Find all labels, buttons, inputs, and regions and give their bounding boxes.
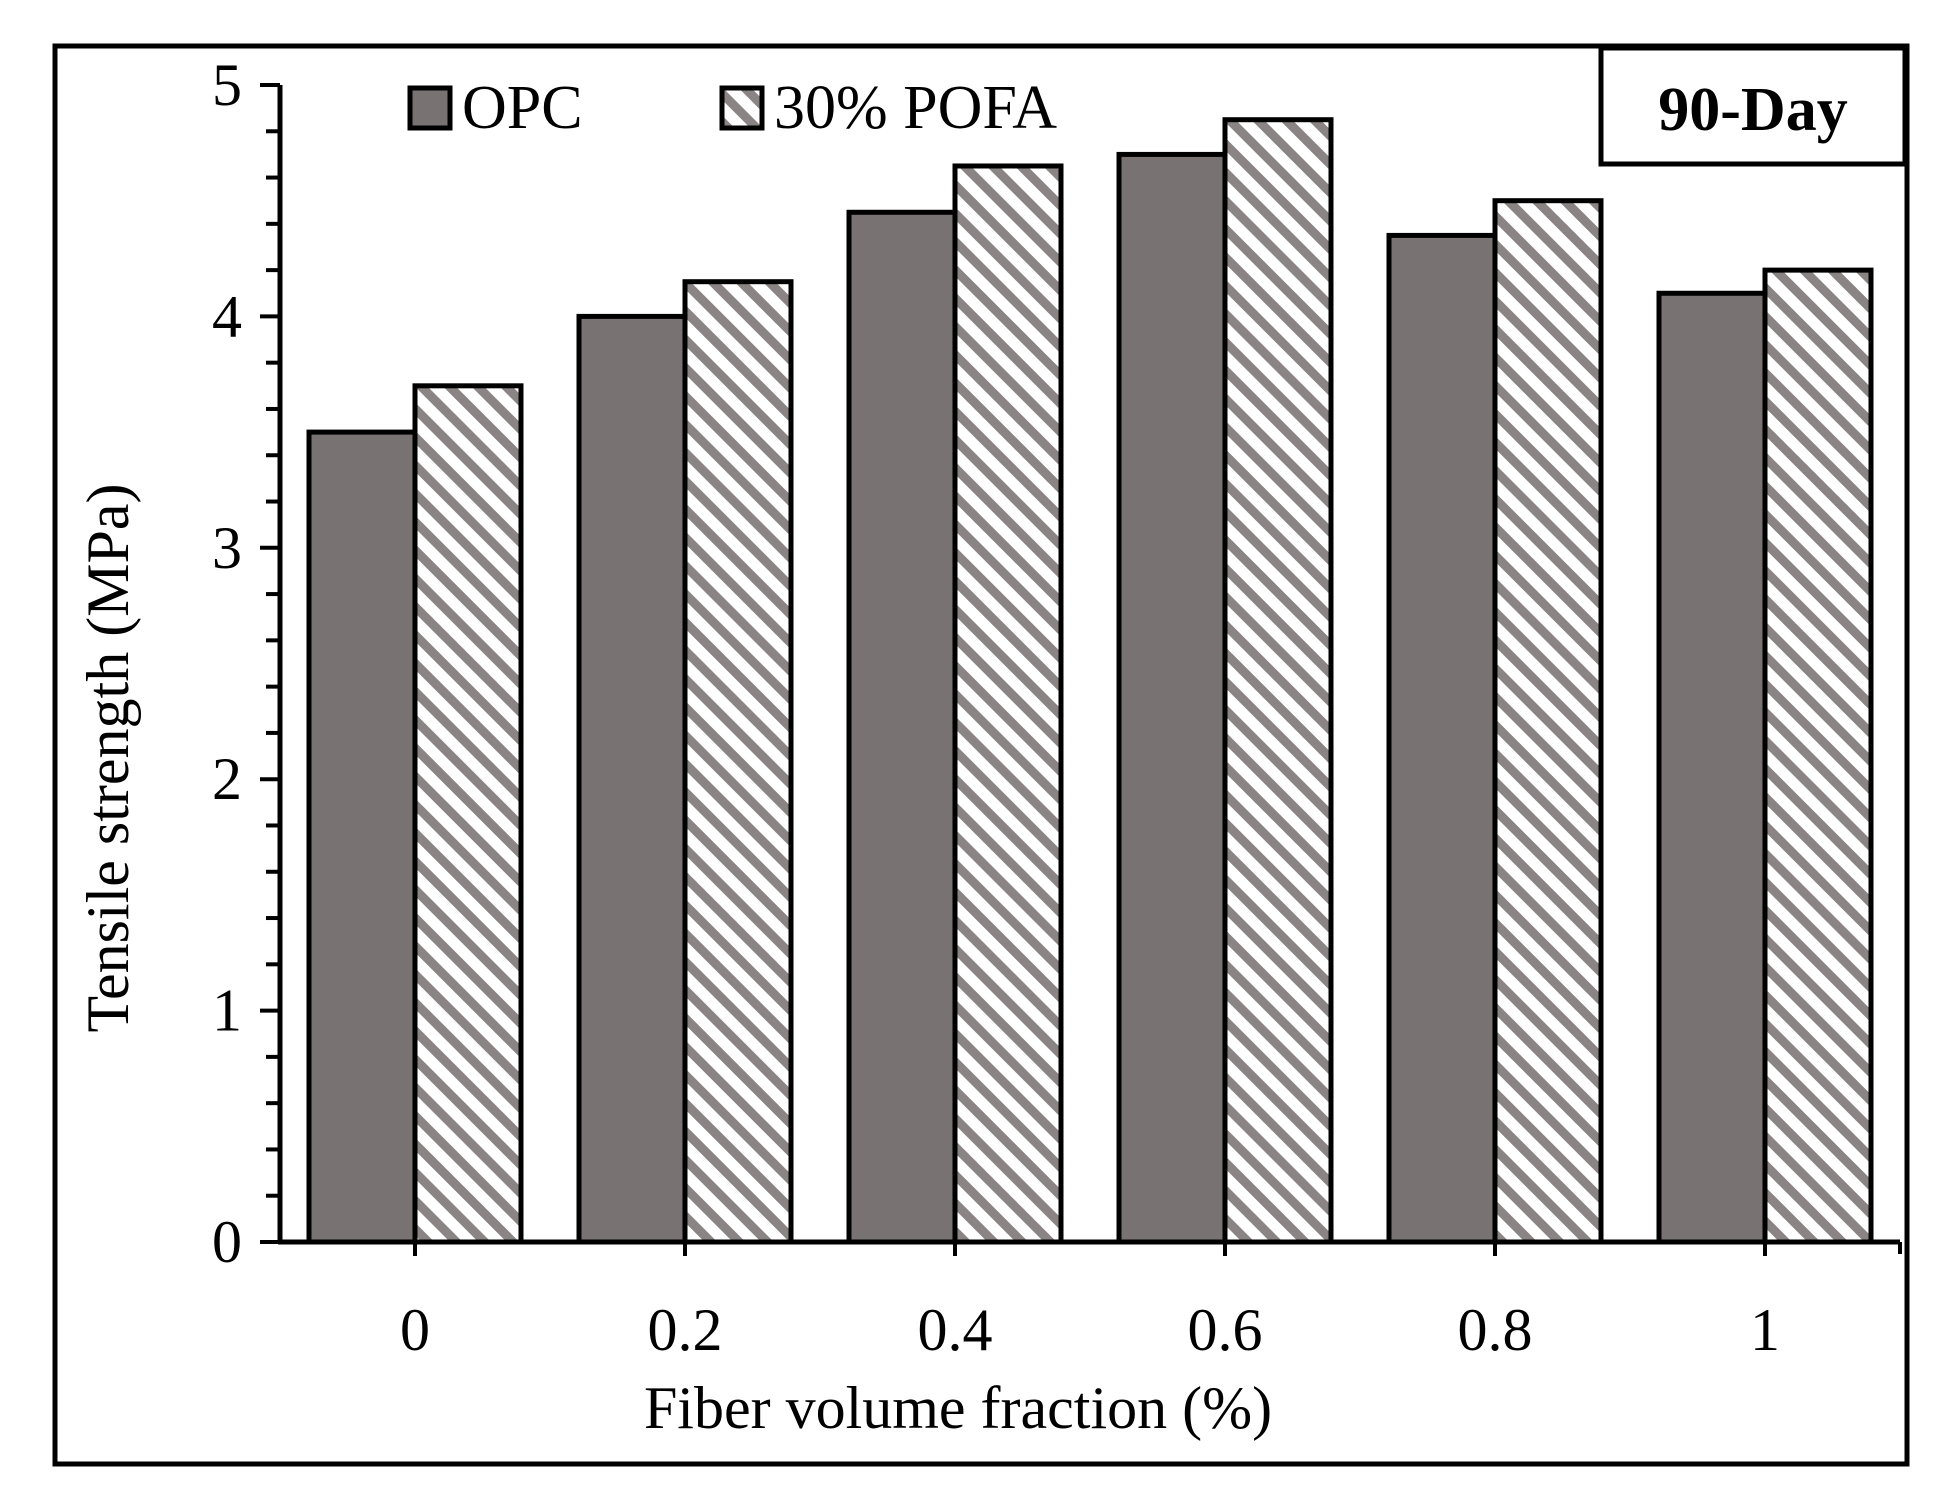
legend-label-pofa: 30% POFA bbox=[774, 74, 1057, 142]
y-tick-label: 4 bbox=[212, 283, 242, 349]
period-badge-box bbox=[1598, 45, 1908, 167]
period-badge-label: 90-Day bbox=[1658, 76, 1847, 144]
y-tick-label: 5 bbox=[212, 52, 242, 118]
x-tick-label: 0.8 bbox=[1458, 1297, 1533, 1363]
bar-pofa bbox=[1222, 117, 1334, 1245]
x-tick-label: 0.4 bbox=[918, 1297, 993, 1363]
y-tick-label: 0 bbox=[212, 1209, 242, 1275]
legend-swatch-pofa bbox=[719, 85, 765, 131]
bar-pofa bbox=[682, 279, 794, 1245]
y-tick-label: 1 bbox=[212, 978, 242, 1044]
bar-opc bbox=[306, 429, 418, 1245]
bar-opc bbox=[1656, 290, 1768, 1245]
x-tick-label: 0.6 bbox=[1188, 1297, 1263, 1363]
bar-opc bbox=[846, 209, 958, 1245]
x-tick-label: 0.2 bbox=[648, 1297, 723, 1363]
bar-pofa bbox=[1492, 198, 1604, 1245]
y-tick-label: 2 bbox=[212, 746, 242, 812]
bar-opc bbox=[1116, 151, 1228, 1245]
x-tick-label: 0 bbox=[400, 1297, 430, 1363]
chart-frame bbox=[52, 43, 1910, 1467]
bar-opc bbox=[576, 313, 688, 1245]
x-axis-title: Fiber volume fraction (%) bbox=[644, 1375, 1272, 1441]
x-tick-label: 1 bbox=[1750, 1297, 1780, 1363]
legend-swatch-opc bbox=[407, 85, 453, 131]
bar-pofa bbox=[952, 163, 1064, 1245]
bar-pofa bbox=[1762, 267, 1874, 1245]
bar-pofa bbox=[412, 383, 524, 1245]
y-axis-title: Tensile strength (MPa) bbox=[75, 483, 141, 1032]
legend-label-opc: OPC bbox=[462, 74, 583, 142]
legend: OPC 30% POFA bbox=[407, 74, 1057, 142]
period-badge: 90-Day bbox=[1598, 45, 1908, 167]
bar-opc bbox=[1386, 232, 1498, 1245]
y-tick-label: 3 bbox=[212, 515, 242, 581]
